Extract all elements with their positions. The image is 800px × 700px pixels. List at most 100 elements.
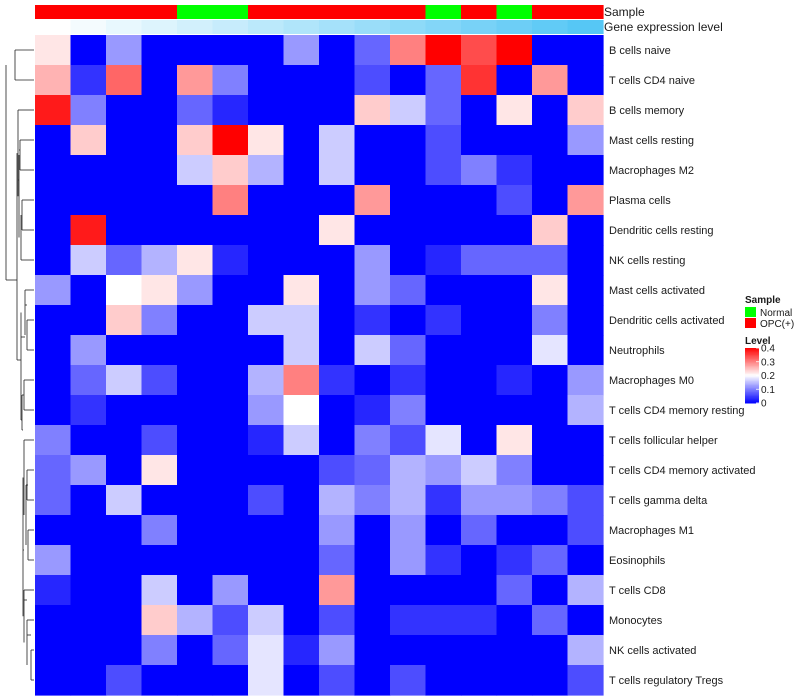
heatmap-cell [390, 515, 427, 546]
heatmap-cell [390, 275, 427, 306]
heatmap-cell [390, 305, 427, 336]
heatmap-cell [567, 515, 604, 546]
heatmap-cell [354, 185, 391, 216]
colorbar-segment [745, 371, 759, 374]
sample-annotation-cell [283, 5, 320, 19]
heatmap-cell [425, 515, 462, 546]
heatmap-cell [532, 515, 569, 546]
heatmap-cell [425, 185, 462, 216]
heatmap-cell [106, 665, 143, 696]
heatmap-cell [319, 575, 356, 606]
row-label: T cells CD8 [609, 585, 666, 597]
heatmap-cell [248, 125, 285, 156]
heatmap-cell [35, 365, 72, 396]
heatmap-cell [354, 335, 391, 366]
heatmap-cell [567, 95, 604, 126]
heatmap-cell [390, 545, 427, 576]
heatmap-cell [35, 65, 72, 96]
heatmap-cell [354, 665, 391, 696]
heatmap-cell [212, 215, 249, 246]
row-label: T cells CD4 memory resting [609, 405, 745, 417]
heatmap-cell [212, 245, 249, 276]
heatmap-cell [248, 185, 285, 216]
heatmap-cell [141, 65, 178, 96]
heatmap-cell [319, 305, 356, 336]
row-label: T cells gamma delta [609, 495, 708, 507]
level-annotation-cell [248, 20, 285, 34]
heatmap-cell [106, 605, 143, 636]
heatmap-cell [177, 425, 214, 456]
heatmap-cell [425, 125, 462, 156]
heatmap-cell [141, 95, 178, 126]
heatmap-cell [70, 335, 107, 366]
heatmap-cell [283, 365, 320, 396]
heatmap-cell [532, 65, 569, 96]
heatmap-cell [425, 95, 462, 126]
heatmap-cell [425, 665, 462, 696]
heatmap-cell [248, 665, 285, 696]
heatmap-cell [390, 185, 427, 216]
sample-annotation-cell [461, 5, 498, 19]
heatmap-cell [141, 425, 178, 456]
colorbar-segment [745, 348, 759, 350]
heatmap-cell [461, 65, 498, 96]
heatmap-cell [390, 455, 427, 486]
heatmap-cell [106, 35, 143, 66]
level-annotation-cell [354, 20, 391, 34]
heatmap-cell [461, 185, 498, 216]
heatmap-cell [319, 455, 356, 486]
heatmap-cell [106, 215, 143, 246]
heatmap-cell [283, 515, 320, 546]
heatmap-cell [177, 95, 214, 126]
heatmap-cell [496, 545, 533, 576]
heatmap-cell [390, 65, 427, 96]
heatmap-cell [35, 395, 72, 426]
heatmap-cell [283, 455, 320, 486]
heatmap-cell [390, 125, 427, 156]
heatmap-cell [496, 425, 533, 456]
heatmap-cell [70, 425, 107, 456]
heatmap-cell [319, 425, 356, 456]
heatmap-cell [496, 365, 533, 396]
heatmap-cell [567, 455, 604, 486]
heatmap-cell [283, 665, 320, 696]
colorbar-segment [745, 379, 759, 382]
sample-annotation-cell [248, 5, 285, 19]
colorbar-tick-label: 0.3 [761, 357, 775, 368]
heatmap-cell [212, 155, 249, 186]
heatmap-cell [425, 305, 462, 336]
heatmap-cell [532, 95, 569, 126]
colorbar-segment [745, 353, 759, 356]
heatmap-cell [106, 185, 143, 216]
heatmap-cell [70, 245, 107, 276]
heatmap-cell [496, 455, 533, 486]
heatmap-cell [390, 635, 427, 666]
heatmap-cell [248, 395, 285, 426]
row-labels: B cells naive T cells CD4 naive B cells me… [609, 45, 756, 687]
heatmap-cell [212, 665, 249, 696]
colorbar-segment [745, 354, 759, 357]
heatmap-cell [248, 245, 285, 276]
heatmap-cell [354, 155, 391, 186]
heatmap-cell [283, 485, 320, 516]
heatmap-cell [425, 245, 462, 276]
sample-annotation-cell [70, 5, 107, 19]
heatmap-cell [248, 335, 285, 366]
heatmap-cell [212, 275, 249, 306]
legend-sample-title: Sample [745, 295, 781, 306]
heatmap-cell [106, 485, 143, 516]
heatmap-cell [461, 665, 498, 696]
heatmap-cell [425, 575, 462, 606]
colorbar-segment [745, 356, 759, 359]
heatmap-cell [354, 245, 391, 276]
heatmap-cell [70, 605, 107, 636]
colorbar-segment [745, 385, 759, 387]
row-label: Macrophages M2 [609, 165, 694, 177]
row-label: T cells follicular helper [609, 435, 718, 447]
heatmap-cell [567, 125, 604, 156]
colorbar-segment [745, 378, 759, 381]
heatmap-cell [567, 365, 604, 396]
heatmap-cell [567, 305, 604, 336]
heatmap-cell [70, 65, 107, 96]
